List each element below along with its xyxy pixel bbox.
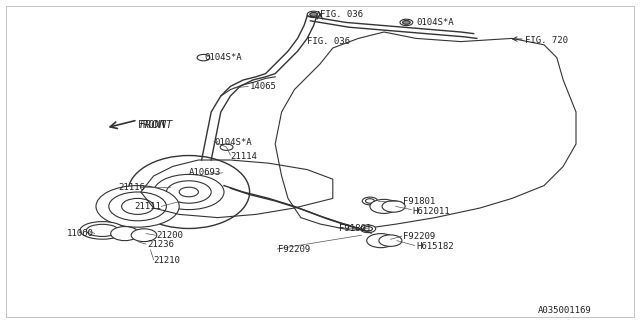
Text: FIG. 720: FIG. 720 (525, 36, 568, 44)
Circle shape (197, 54, 210, 61)
Text: 21111: 21111 (134, 202, 161, 211)
Circle shape (179, 187, 198, 197)
Circle shape (131, 229, 157, 242)
Ellipse shape (86, 224, 118, 236)
Circle shape (367, 234, 395, 248)
Text: 14065: 14065 (250, 82, 276, 91)
Circle shape (307, 11, 320, 18)
Circle shape (400, 19, 413, 26)
Text: 21200: 21200 (157, 231, 184, 240)
Circle shape (365, 199, 374, 203)
Text: F92209: F92209 (403, 232, 435, 241)
Ellipse shape (80, 221, 125, 239)
Text: FRONT: FRONT (138, 120, 167, 130)
Circle shape (122, 198, 154, 214)
Text: 0104S*A: 0104S*A (416, 18, 454, 27)
Text: FIG. 036: FIG. 036 (320, 10, 363, 19)
Text: F92209: F92209 (278, 245, 310, 254)
Circle shape (382, 201, 405, 212)
Circle shape (166, 181, 211, 203)
Circle shape (379, 235, 402, 246)
Circle shape (109, 192, 166, 221)
Circle shape (220, 144, 233, 150)
Text: FIG. 036: FIG. 036 (307, 37, 350, 46)
Text: A035001169: A035001169 (538, 306, 591, 315)
Text: A10693: A10693 (189, 168, 221, 177)
Circle shape (310, 12, 317, 16)
Circle shape (370, 199, 398, 213)
Circle shape (362, 197, 378, 205)
Text: F91801: F91801 (339, 224, 371, 233)
Text: 11060: 11060 (67, 229, 94, 238)
Circle shape (360, 225, 376, 233)
Text: 21116: 21116 (118, 183, 145, 192)
Text: FRONT: FRONT (140, 120, 173, 130)
Text: 0104S*A: 0104S*A (205, 53, 243, 62)
Text: F91801: F91801 (403, 197, 435, 206)
Circle shape (364, 227, 372, 231)
Circle shape (403, 20, 410, 24)
Text: H612011: H612011 (413, 207, 451, 216)
Text: 21210: 21210 (154, 256, 180, 265)
Text: 21236: 21236 (147, 240, 174, 249)
Circle shape (154, 174, 224, 210)
Text: 21114: 21114 (230, 152, 257, 161)
Circle shape (96, 186, 179, 227)
Text: 0104S*A: 0104S*A (214, 138, 252, 147)
Circle shape (111, 227, 139, 241)
Text: H615182: H615182 (416, 242, 454, 251)
